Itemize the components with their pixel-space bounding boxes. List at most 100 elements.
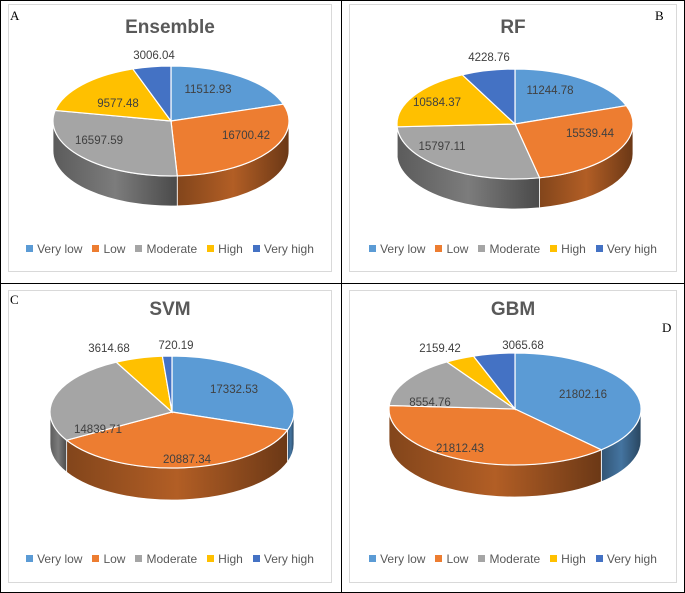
- legend-item-low: Low: [435, 552, 468, 566]
- legend-swatch: [92, 555, 100, 563]
- legend-label: Very low: [37, 552, 83, 566]
- legend-label: Moderate: [489, 552, 541, 566]
- legend-swatch: [92, 245, 100, 253]
- legend-swatch: [369, 555, 377, 563]
- pie-slice-moderate: [52, 109, 178, 177]
- legend-swatch: [595, 245, 603, 253]
- legend-swatch: [595, 555, 603, 563]
- legend-swatch: [207, 245, 215, 253]
- pie-slice-high: [396, 74, 517, 128]
- panel-letter-a: A: [10, 8, 20, 23]
- pie-slice-moderate: [388, 361, 518, 410]
- data-label-high: 10584.37: [413, 97, 461, 109]
- panel-letter-b: B: [655, 8, 664, 23]
- legend-label: Moderate: [146, 242, 198, 256]
- legend: Very low Low Moderate High Very high: [9, 242, 331, 256]
- legend-item-very-high: Very high: [252, 242, 314, 256]
- legend-label: Low: [446, 242, 469, 256]
- legend-item-high: High: [207, 242, 243, 256]
- pie-slice-very-high: [472, 352, 516, 411]
- legend-label: Moderate: [489, 242, 541, 256]
- pie-label-group: 11244.78 15539.44 15797.11 10584.37 4228.76: [413, 52, 615, 153]
- chart-title: RF: [500, 17, 526, 38]
- legend-swatch: [435, 555, 443, 563]
- pie-slice-low: [514, 105, 634, 179]
- legend-item-low: Low: [435, 242, 468, 256]
- legend-item-high: High: [550, 242, 586, 256]
- legend-swatch: [26, 555, 34, 563]
- legend-item-very-high: Very high: [595, 552, 657, 566]
- legend-item-very-high: Very high: [252, 552, 314, 566]
- legend-label: Very low: [380, 242, 426, 256]
- legend-item-low: Low: [92, 242, 125, 256]
- legend-item-moderate: Moderate: [135, 242, 197, 256]
- pie-slice-very-high: [131, 65, 172, 123]
- legend-label: Very high: [263, 552, 314, 566]
- pie-slice-very-low: [514, 352, 642, 451]
- data-label-very-high: 3065.68: [502, 340, 544, 352]
- pie-slice-moderate: [49, 361, 174, 441]
- legend-item-very-high: Very high: [595, 242, 657, 256]
- panel-letter-d: D: [662, 320, 672, 335]
- chart-title: SVM: [149, 299, 191, 320]
- legend-item-very-low: Very low: [369, 242, 425, 256]
- legend-swatch: [26, 245, 34, 253]
- pie-label-group: 11512.93 16700.42 16597.59 9577.48 3006.04: [75, 50, 270, 147]
- data-label-low: 20887.34: [163, 454, 212, 466]
- pie-slice-very-high: [461, 68, 516, 126]
- pie-slice-low: [388, 404, 603, 466]
- legend-swatch: [435, 245, 443, 253]
- panel-letter-c: C: [10, 292, 19, 307]
- legend-label: Very high: [606, 242, 657, 256]
- legend-swatch: [135, 555, 143, 563]
- pie-label-group: 21802.16 21812.43 8554.76 2159.42 3065.68: [409, 340, 607, 455]
- data-label-moderate: 14839.71: [74, 424, 122, 436]
- legend-label: Low: [446, 552, 469, 566]
- legend: Very low Low Moderate High Very high: [9, 552, 331, 566]
- data-label-very-high: 720.19: [158, 340, 193, 352]
- legend-swatch: [252, 555, 260, 563]
- legend-label: Very low: [37, 242, 83, 256]
- legend-item-moderate: Moderate: [478, 552, 540, 566]
- legend-item-moderate: Moderate: [135, 552, 197, 566]
- legend-label: High: [561, 242, 586, 256]
- data-label-high: 3614.68: [88, 343, 130, 355]
- pie-slice-very-high: [161, 355, 173, 413]
- legend-label: High: [218, 242, 243, 256]
- legend-swatch: [550, 555, 558, 563]
- pie-slice-moderate: [396, 123, 541, 180]
- legend: Very low Low Moderate High Very high: [350, 552, 676, 566]
- legend-swatch: [252, 245, 260, 253]
- legend-swatch: [369, 245, 377, 253]
- data-label-low: 16700.42: [222, 130, 270, 142]
- data-label-high: 2159.42: [419, 343, 461, 355]
- legend-label: Low: [103, 242, 126, 256]
- legend-item-high: High: [550, 552, 586, 566]
- pie-top-group: [396, 68, 634, 180]
- data-label-moderate: 16597.59: [75, 135, 123, 147]
- legend-label: Very high: [606, 552, 657, 566]
- legend-label: Very low: [380, 552, 426, 566]
- legend-swatch: [207, 555, 215, 563]
- pie-label-group: 17332.53 20887.34 14839.71 3614.68 720.19: [74, 340, 258, 466]
- data-label-very-high: 4228.76: [468, 52, 510, 64]
- legend-swatch: [550, 245, 558, 253]
- data-label-low: 21812.43: [436, 443, 484, 455]
- legend-item-very-low: Very low: [26, 242, 82, 256]
- pie-slice-low: [170, 103, 290, 177]
- legend-label: Very high: [263, 242, 314, 256]
- data-label-very-high: 3006.04: [133, 50, 175, 62]
- legend-swatch: [478, 245, 486, 253]
- pie-slice-very-low: [170, 65, 285, 122]
- data-label-moderate: 8554.76: [409, 397, 451, 409]
- legend-label: Moderate: [146, 552, 198, 566]
- legend: Very low Low Moderate High Very high: [350, 242, 676, 256]
- data-label-very-low: 17332.53: [210, 384, 258, 396]
- legend-label: High: [218, 552, 243, 566]
- data-label-high: 9577.48: [97, 98, 139, 110]
- data-label-very-low: 11512.93: [184, 84, 231, 96]
- legend-label: Low: [103, 552, 126, 566]
